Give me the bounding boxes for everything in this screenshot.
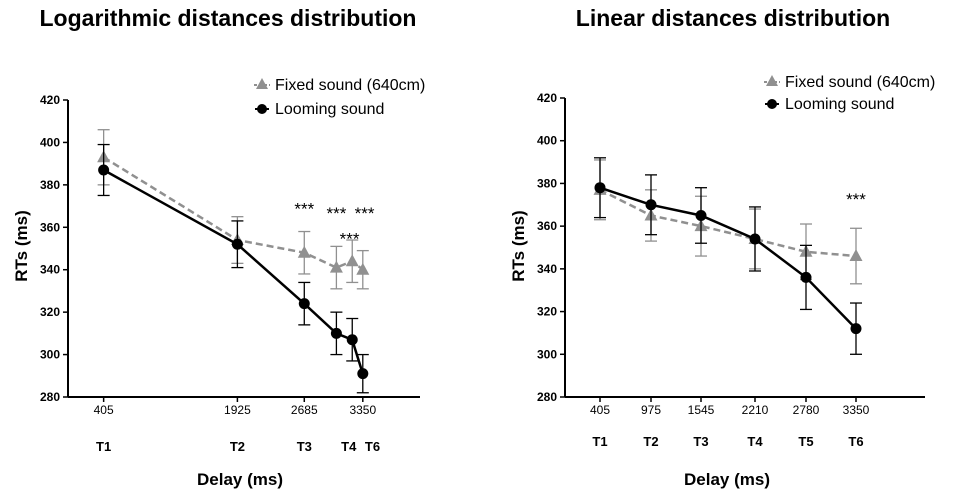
left-series-line <box>102 168 364 375</box>
right-y-tick-label: 300 <box>537 347 557 361</box>
left-legend-marker <box>256 78 268 89</box>
left-y-tick-label: 380 <box>40 178 60 192</box>
left-significance-label: *** <box>294 200 314 219</box>
left-data-point <box>98 164 110 176</box>
left-x-tick-label: 1925 <box>224 403 251 417</box>
left-significance-label: *** <box>326 204 346 223</box>
left-data-point <box>330 327 342 339</box>
right-data-point <box>850 323 862 335</box>
right-x-axis-label: Delay (ms) <box>684 470 770 489</box>
right-series-line <box>599 188 857 258</box>
right-timepoint-label: T5 <box>798 434 813 449</box>
right-x-tick-label: 3350 <box>843 403 870 417</box>
right-y-tick-label: 380 <box>537 176 557 190</box>
right-legend-label: Looming sound <box>785 96 894 113</box>
left-data-point <box>329 260 343 273</box>
left-y-tick-label: 280 <box>40 390 60 404</box>
left-data-point <box>298 298 310 310</box>
right-timepoint-label: T6 <box>848 434 863 449</box>
left-x-tick-label: 3350 <box>349 403 376 417</box>
right-timepoint-label: T4 <box>747 434 763 449</box>
right-y-tick-label: 320 <box>537 305 557 319</box>
right-y-tick-label: 400 <box>537 134 557 148</box>
left-y-tick-label: 400 <box>40 135 60 149</box>
left-timepoint-label: T2 <box>230 439 245 454</box>
left-data-point <box>356 262 370 275</box>
right-data-point <box>800 271 812 283</box>
right-timepoint-label: T1 <box>592 434 607 449</box>
left-legend-marker <box>257 104 267 114</box>
left-significance-label: *** <box>355 204 375 223</box>
left-y-tick-label: 320 <box>40 305 60 319</box>
right-data-point <box>645 199 657 211</box>
right-legend-marker <box>766 75 778 86</box>
right-data-point <box>849 249 863 262</box>
right-data-point <box>695 209 707 221</box>
left-chart-title: Logarithmic distances distribution <box>40 5 417 31</box>
right-chart-title: Linear distances distribution <box>576 5 890 31</box>
left-timepoint-label: T1 <box>96 439 111 454</box>
left-y-tick-label: 300 <box>40 348 60 362</box>
left-series-line <box>102 156 364 271</box>
right-legend-label: Fixed sound (640cm) <box>785 74 935 91</box>
left-timepoint-label: T4 <box>341 439 357 454</box>
left-y-axis-label: RTs (ms) <box>12 210 31 281</box>
left-legend-label: Looming sound <box>275 101 384 118</box>
left-y-tick-label: 420 <box>40 93 60 107</box>
right-x-tick-label: 2780 <box>793 403 820 417</box>
left-x-tick-label: 405 <box>94 403 114 417</box>
left-x-tick-label: 2685 <box>291 403 318 417</box>
right-data-point <box>594 182 606 194</box>
left-legend-label: Fixed sound (640cm) <box>275 77 425 94</box>
right-y-tick-label: 420 <box>537 91 557 105</box>
left-data-point <box>346 334 358 346</box>
right-x-tick-label: 2210 <box>742 403 769 417</box>
right-x-tick-label: 405 <box>590 403 610 417</box>
left-y-tick-label: 340 <box>40 263 60 277</box>
right-data-point <box>749 233 761 245</box>
right-legend: Fixed sound (640cm) Looming sound <box>764 74 935 113</box>
left-significance-label: *** <box>340 229 360 248</box>
right-x-tick-label: 975 <box>641 403 661 417</box>
right-y-tick-label: 360 <box>537 219 557 233</box>
right-x-tick-label: 1545 <box>688 403 715 417</box>
left-data-point <box>297 245 311 258</box>
right-timepoint-label: T3 <box>693 434 708 449</box>
right-y-axis-label: RTs (ms) <box>509 210 528 281</box>
right-legend-marker <box>767 99 777 109</box>
left-data-point <box>231 238 243 250</box>
left-data-point <box>345 254 359 267</box>
right-y-tick-label: 280 <box>537 390 557 404</box>
right-y-tick-label: 340 <box>537 262 557 276</box>
left-x-axis-label: Delay (ms) <box>197 470 283 489</box>
left-data-point <box>357 368 369 380</box>
left-timepoint-label: T6 <box>365 439 380 454</box>
left-chart: 280 300 320 340 360 380 400 420 405 1925 2685 3350 T… <box>40 77 425 454</box>
left-legend: Fixed sound (640cm) Looming sound <box>254 77 425 118</box>
left-timepoint-label: T3 <box>297 439 312 454</box>
right-significance-label: *** <box>846 190 866 209</box>
left-y-tick-label: 360 <box>40 220 60 234</box>
right-series-line <box>599 186 857 330</box>
right-timepoint-label: T2 <box>643 434 658 449</box>
right-chart: 280 300 320 340 360 380 400 420 405 975 1545 2210 27… <box>537 74 935 449</box>
